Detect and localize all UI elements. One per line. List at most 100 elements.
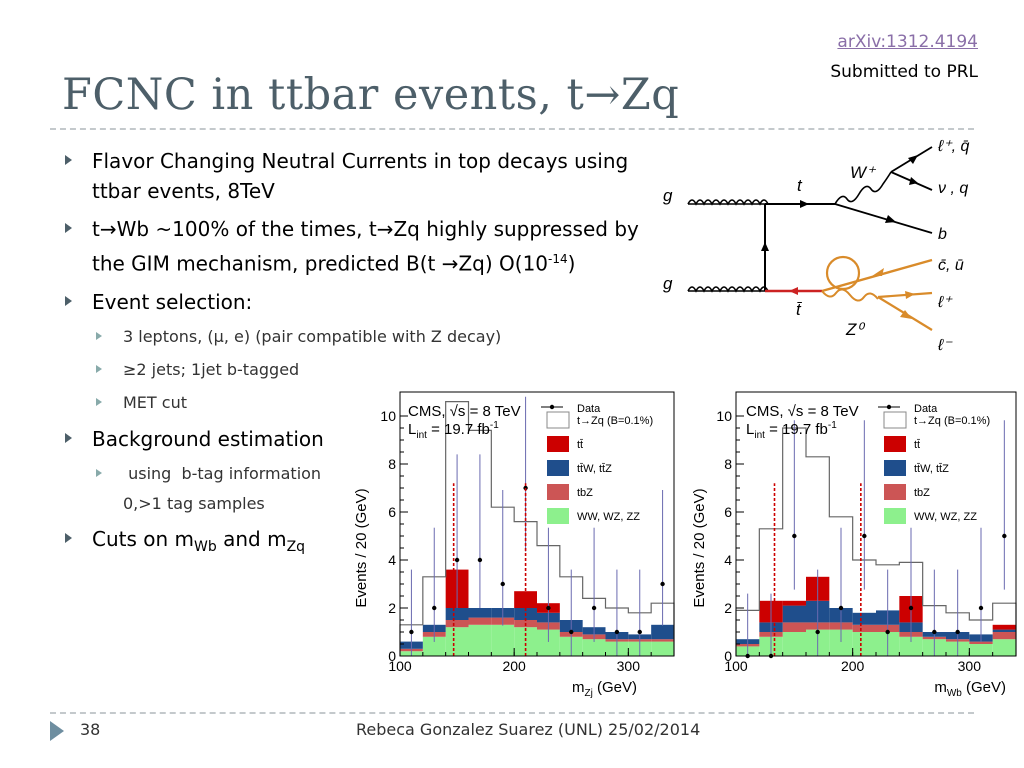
data-point — [978, 605, 984, 611]
x-axis-label: mWb (GeV) — [934, 679, 1006, 698]
sub-bullet-continuation: 0,>1 tag samples — [60, 492, 660, 516]
cms-label: CMS, √s = 8 TeV — [408, 403, 521, 420]
stack-bar — [992, 624, 1016, 630]
legend-label: WW, WZ, ZZ — [577, 511, 640, 523]
data-point — [815, 629, 820, 635]
antitop-arrow — [789, 287, 798, 295]
legend-swatch — [884, 436, 906, 452]
x-tick-label: 200 — [841, 658, 865, 674]
exponent: -14 — [548, 252, 568, 266]
data-point — [591, 605, 597, 611]
y-tick-label: 8 — [388, 456, 396, 472]
signal-outline — [399, 401, 675, 656]
y-axis-label: Events / 20 (GeV) — [691, 488, 708, 607]
stack-bar — [782, 600, 806, 606]
label-g1: g — [663, 186, 673, 205]
b-quark-line — [834, 203, 933, 234]
bullet-text: Cuts on m — [92, 526, 195, 551]
y-tick-label: 0 — [724, 648, 732, 664]
label-z: Z⁰ — [845, 320, 865, 339]
cbar-arrow — [872, 268, 884, 276]
bullet-cuts: Cuts on mWb and mZq — [60, 524, 660, 562]
stack-bar — [782, 622, 806, 632]
sub-bullet-arrow-icon — [96, 364, 102, 373]
stack-bar — [537, 629, 560, 656]
bullet-gim: t→Wb ~100% of the times, t→Zq highly sup… — [60, 214, 660, 279]
neutrino-arrow — [909, 177, 918, 185]
axes-layer: 0 2 4 6 8 10 100 200 300 — [380, 391, 675, 674]
footer-divider — [50, 712, 974, 714]
data-point — [862, 533, 867, 539]
arxiv-link[interactable]: arXiv:1312.4194 — [837, 32, 978, 52]
lepton-arrow — [908, 155, 918, 164]
bullet-arrow-icon — [65, 295, 72, 306]
sub-bullet-text: ≥2 jets; 1jet b-tagged — [123, 359, 300, 379]
sub-bullet-met: MET cut — [60, 391, 660, 415]
data-point — [932, 629, 937, 635]
data-point — [546, 605, 551, 611]
y-tick-label: 0 — [388, 648, 396, 664]
legend-swatch — [884, 508, 906, 524]
lumi-label: Lint = 19.7 fb-1 — [408, 420, 499, 441]
label-b: b — [938, 226, 947, 243]
label-l1: ℓ⁺, q̄ — [937, 138, 970, 155]
legend-label: tbZ — [914, 487, 930, 499]
bullet-selection: Event selection: — [60, 287, 660, 317]
bullet-arrow-icon — [65, 223, 72, 233]
w-boson — [834, 171, 892, 205]
bullet-list: Flavor Changing Neutral Currents in top … — [60, 146, 660, 570]
stack-bar — [422, 636, 446, 656]
legend-swatch — [547, 508, 569, 524]
signal-outline — [735, 427, 1017, 656]
mzj-histogram: 0 2 4 6 8 10 100 200 300 CMS, √s = 8 TeV Lint = … — [342, 376, 684, 698]
data-point — [792, 533, 797, 539]
stack-bar — [852, 632, 876, 656]
data-point — [660, 581, 665, 587]
stack-bar — [969, 644, 993, 656]
legend-swatch — [884, 484, 906, 500]
x-tick-label: 300 — [958, 658, 982, 674]
stack-bar — [582, 639, 606, 656]
sub-bullet-jets: ≥2 jets; 1jet b-tagged — [60, 358, 660, 382]
legend-label: t→Zq (B=0.1%) — [577, 415, 653, 427]
sub-bullet-arrow-icon — [96, 468, 102, 477]
legend-label: Data — [577, 403, 601, 415]
stack-bar — [782, 605, 806, 623]
legend-swatch — [547, 484, 569, 500]
y-tick-label: 2 — [388, 600, 396, 616]
data-point — [885, 629, 890, 635]
stack-bar — [899, 636, 923, 656]
b-arrow — [885, 215, 896, 223]
bullet-arrow-icon — [65, 155, 72, 165]
data-point — [477, 557, 483, 563]
data-point — [838, 605, 844, 611]
stack-bar — [852, 624, 876, 632]
stack-bar — [651, 624, 674, 640]
bullet-arrow-icon — [65, 432, 72, 443]
y-tick-label: 8 — [724, 456, 732, 472]
top-arrow — [800, 200, 809, 208]
stack-bar — [992, 629, 1016, 632]
bullet-text: and m — [216, 526, 287, 551]
legend-swatch — [547, 436, 569, 452]
stack-bar — [782, 632, 806, 656]
sub-bullet-arrow-icon — [96, 331, 102, 340]
label-t: t — [797, 176, 803, 195]
data-point — [500, 581, 505, 587]
data-layer — [409, 396, 665, 656]
legend-label: Data — [914, 403, 938, 415]
signal-layer — [399, 401, 675, 656]
sub-bullet-text: MET cut — [123, 392, 187, 412]
stack-bar — [445, 627, 469, 656]
data-point — [955, 629, 960, 635]
label-w: W⁺ — [850, 163, 877, 182]
stack-bar — [969, 641, 993, 644]
label-tbar: t̄ — [796, 300, 803, 319]
y-tick-label: 4 — [724, 552, 732, 568]
sub-bullet-text: 0,>1 tag samples — [123, 493, 265, 513]
label-nu: ν , q — [938, 180, 968, 197]
lplus-line — [877, 291, 933, 299]
cms-label: CMS, √s = 8 TeV — [746, 403, 859, 420]
